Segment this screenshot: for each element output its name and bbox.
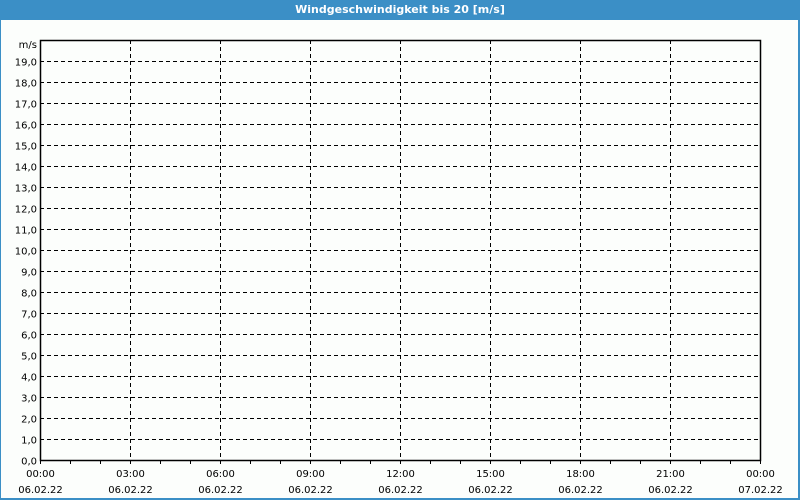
x-tick-time: 21:00 [656,469,685,480]
x-tick-time: 06:00 [206,469,235,480]
x-tick-date: 06.02.22 [558,485,603,496]
chart-panel: 0,0 1,0 2,0 3,0 4,0 5,0 6,0 7,0 8,0 9,0 10,0 11,0 12… [1,20,798,498]
y-tick-label: 1,0 [21,436,37,447]
y-tick-label: 15,0 [15,142,37,153]
y-tick-label: 10,0 [15,247,37,258]
y-tick-label: 11,0 [15,226,37,237]
y-tick-label: 17,0 [15,100,37,111]
x-tick-date: 07.02.22 [738,485,783,496]
x-tick-date: 06.02.22 [378,485,423,496]
y-tick-label: 4,0 [21,373,37,384]
x-tick-time: 09:00 [296,469,325,480]
window-title: Windgeschwindigkeit bis 20 [m/s] [295,3,505,16]
y-tick-label: 18,0 [15,79,37,90]
y-tick-label: 16,0 [15,121,37,132]
wind-speed-chart: 0,0 1,0 2,0 3,0 4,0 5,0 6,0 7,0 8,0 9,0 10,0 11,0 12… [15,39,783,496]
x-tick-time: 00:00 [26,469,55,480]
y-tick-label: 9,0 [21,268,37,279]
x-tick-time: 12:00 [386,469,415,480]
y-tick-label: 6,0 [21,331,37,342]
x-tick-date: 06.02.22 [288,485,333,496]
y-tick-label: 12,0 [15,205,37,216]
y-tick-label: 14,0 [15,163,37,174]
y-tick-label: 7,0 [21,310,37,321]
y-tick-label: 0,0 [21,457,37,468]
x-tick-time: 00:00 [746,469,775,480]
x-tick-date: 06.02.22 [468,485,513,496]
y-tick-label: 5,0 [21,352,37,363]
plot-frame [39,39,762,462]
y-axis-unit: m/s [19,40,37,51]
x-tick-date: 06.02.22 [198,485,243,496]
y-tick-label: 2,0 [21,415,37,426]
y-tick-label: 3,0 [21,394,37,405]
x-tick-date: 06.02.22 [18,485,63,496]
x-tick-date: 06.02.22 [108,485,153,496]
x-tick-date: 06.02.22 [648,485,693,496]
x-tick-time: 15:00 [476,469,505,480]
y-tick-label: 13,0 [15,184,37,195]
y-tick-label: 8,0 [21,289,37,300]
x-tick-time: 18:00 [566,469,595,480]
y-tick-label: 19,0 [15,58,37,69]
x-tick-time: 03:00 [116,469,145,480]
